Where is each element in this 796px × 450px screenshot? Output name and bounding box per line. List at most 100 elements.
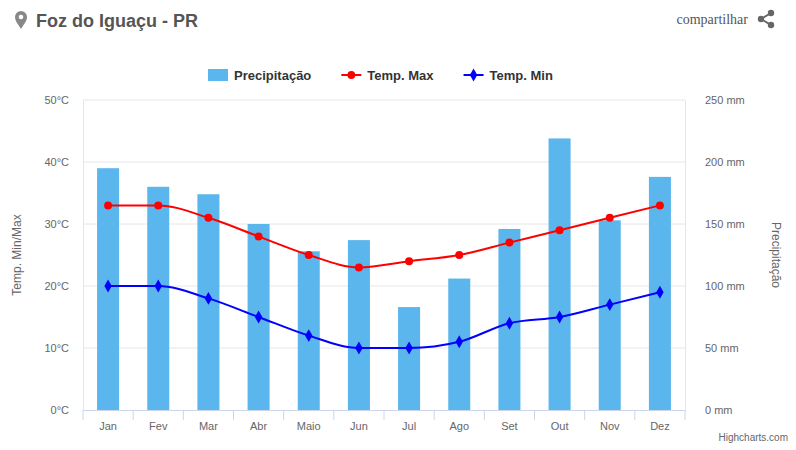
bar [398,307,420,410]
bar [197,194,219,410]
y-tick: 20°C [44,280,83,292]
share-icon[interactable] [758,10,774,28]
x-tick-label: Jun [350,420,368,432]
x-category-divider [434,410,435,420]
marker [456,335,463,348]
x-tick: Dez [650,410,670,432]
y2-axis: 0 mm 50 mm 100 mm 150 mm 200 mm 250 mm [685,94,745,416]
x-tick: Maio [297,410,321,432]
x-tick: Jul [402,410,416,432]
marker [506,317,513,330]
x-tick-label: Maio [297,420,321,432]
legend-item: Temp. Max [341,68,434,83]
x-tick-label: Nov [600,420,620,432]
x-tick: Mar [199,410,218,432]
marker [556,311,563,324]
y2-tick-label: 150 mm [705,218,745,230]
x-category-divider [484,410,485,420]
y-tick-label: 30°C [44,218,69,230]
x-tick-label: Fev [149,420,168,432]
marker [305,329,312,342]
legend-marker [470,69,477,82]
x-category-divider [233,410,234,420]
x-tick-label: Mar [199,420,218,432]
legend-swatch [208,69,228,81]
y2-tick-label: 100 mm [705,280,745,292]
marker [355,263,363,271]
line [108,286,660,348]
y-tick: 10°C [44,342,83,354]
grid [83,100,685,348]
bar [599,220,621,410]
x-tick: Jun [350,410,368,432]
credits: Highcharts.com [719,432,788,443]
marker [606,298,613,311]
x-tick-label: Set [501,420,518,432]
pin-icon [15,11,27,29]
x-tick-label: Dez [650,420,670,432]
bar [147,187,169,410]
x-tick: Out [551,410,569,432]
x-category-divider [83,410,84,420]
x-category-divider [183,410,184,420]
x-tick: Nov [600,410,620,432]
marker [205,292,212,305]
marker [155,280,162,293]
legend-label: Temp. Min [490,68,553,83]
y-axis-title: Temp. Min/Max [10,214,24,295]
x-category-divider [534,410,535,420]
chart: Foz do Iguaçu - PR compartilhar Highcharts… [0,0,796,450]
y2-tick: 200 mm [685,156,745,168]
x-tick-label: Jul [402,420,416,432]
y-axis: 0°C10°C20°C30°C40°C50°C [44,94,83,416]
marker [455,251,463,259]
y2-tick: 150 mm [685,218,745,230]
marker [505,239,513,247]
pin-shape [15,11,27,29]
y2-tick: 250 mm [685,94,745,106]
legend-item: Precipitação [208,68,311,83]
share-dot [758,16,764,22]
x-axis: Jan Fev Mar Abr Maio Jun Jul Ago Set Out Nov Dez [83,410,686,432]
line-series [104,201,664,271]
marker [255,232,263,240]
marker [405,342,412,355]
legend: Precipitação Temp. Max Temp. Min [208,68,553,83]
legend-label: Temp. Max [367,68,434,83]
legend-label: Precipitação [234,68,311,83]
y2-tick: 50 mm [685,342,739,354]
x-tick: Abr [250,410,267,432]
x-category-divider [584,410,585,420]
marker [104,280,111,293]
line-series [104,280,663,355]
line [108,205,660,267]
grid-line [83,162,685,163]
pin-hole [19,15,24,20]
marker [104,201,112,209]
legend-marker [347,71,355,79]
bar [498,229,520,410]
share-label[interactable]: compartilhar [676,12,748,27]
title: Foz do Iguaçu - PR [36,11,198,31]
marker [355,342,362,355]
y-tick-label: 40°C [44,156,69,168]
x-tick: Ago [449,410,469,432]
y2-tick-label: 0 mm [705,404,733,416]
y2-tick: 0 mm [685,404,733,416]
bar-series [97,138,671,410]
y2-tick-label: 50 mm [705,342,739,354]
marker [154,201,162,209]
x-tick-label: Jan [99,420,117,432]
bar [248,224,270,410]
bar [549,138,571,410]
y-tick: 50°C [44,94,83,106]
y2-tick-label: 200 mm [705,156,745,168]
grid-line [83,286,685,287]
x-tick-label: Ago [449,420,469,432]
x-category-divider [333,410,334,420]
y2-tick-label: 250 mm [705,94,745,106]
x-category-divider [384,410,385,420]
y-tick: 30°C [44,218,83,230]
marker [204,214,212,222]
marker [305,251,313,259]
